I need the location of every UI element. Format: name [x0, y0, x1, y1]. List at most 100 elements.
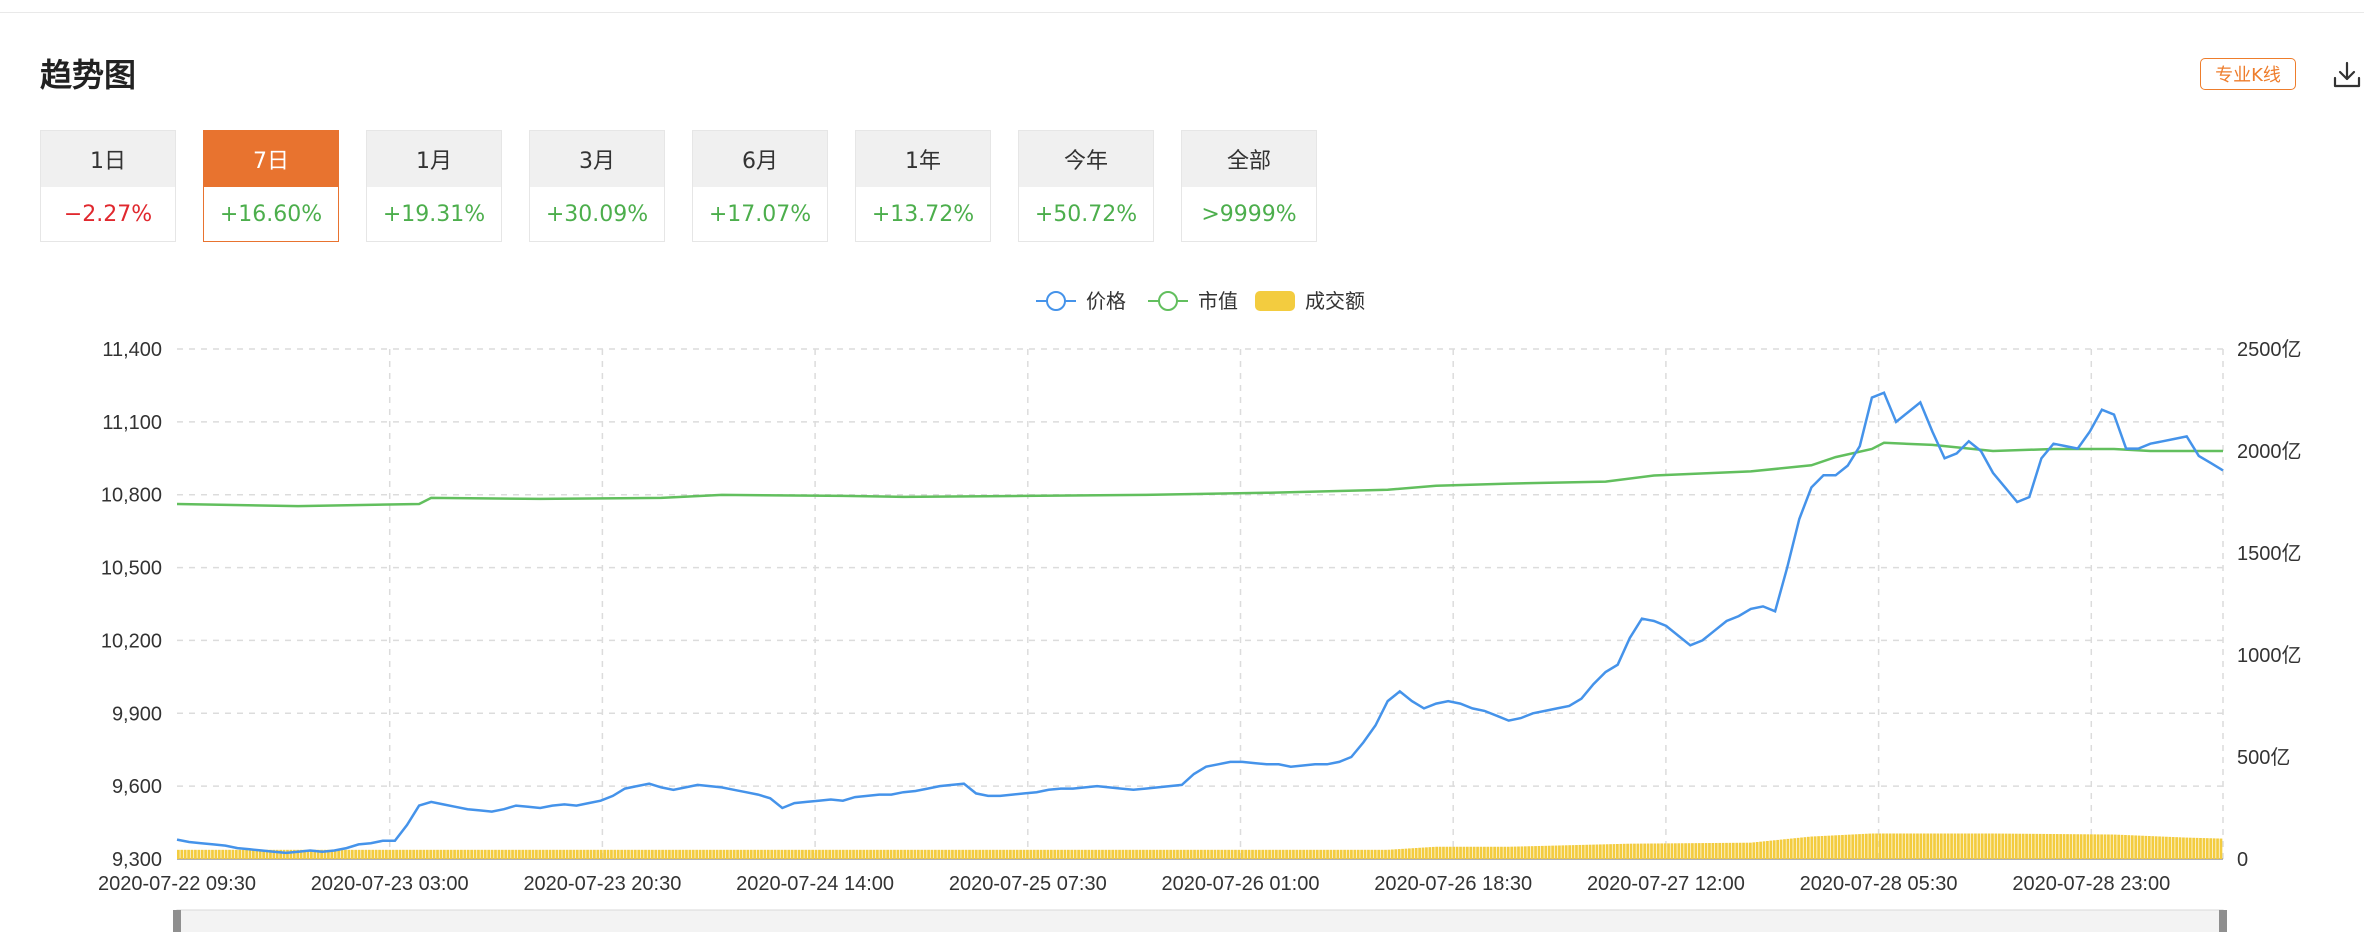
- tab-label: 1日: [41, 131, 175, 187]
- volume-bar: [1380, 849, 1384, 859]
- x-tick: 2020-07-26 01:00: [1162, 873, 1320, 895]
- volume-bar: [2147, 836, 2151, 859]
- volume-bar: [2045, 833, 2049, 859]
- volume-bar: [1138, 849, 1142, 859]
- volume-bar: [552, 849, 555, 859]
- volume-bar: [405, 849, 409, 859]
- volume-bar: [415, 849, 419, 859]
- volume-bar: [252, 849, 255, 859]
- volume-bar: [1067, 849, 1070, 859]
- volume-bar: [1626, 843, 1629, 859]
- volume-bar: [419, 849, 422, 859]
- volume-bar: [2032, 833, 2035, 859]
- volume-bar: [1312, 849, 1316, 859]
- volume-bar: [1711, 843, 1715, 859]
- tab-1y[interactable]: 1年 +13.72%: [855, 130, 991, 242]
- tab-6m[interactable]: 6月 +17.07%: [692, 130, 828, 242]
- volume-bars: [177, 833, 2223, 859]
- volume-bar: [1824, 835, 1827, 859]
- volume-bar: [2205, 838, 2209, 859]
- volume-bar: [1244, 849, 1248, 859]
- volume-bar: [647, 849, 651, 859]
- tab-change: +50.72%: [1034, 201, 1138, 227]
- legend-marker: [1158, 291, 1178, 311]
- volume-bar: [535, 849, 538, 859]
- volume-bar: [1534, 846, 1537, 859]
- volume-bar: [1595, 844, 1599, 859]
- volume-bar: [1097, 849, 1101, 859]
- volume-bar: [1496, 846, 1500, 859]
- chart-legend[interactable]: 价格 市值 成交额: [1036, 290, 1365, 313]
- volume-bar: [1633, 843, 1636, 859]
- volume-bar: [916, 849, 920, 859]
- volume-bar: [545, 849, 549, 859]
- volume-bar: [862, 849, 866, 859]
- volume-bar: [1875, 833, 1878, 859]
- volume-bar: [1411, 848, 1415, 859]
- volume-bar: [1755, 842, 1759, 859]
- volume-bar: [1878, 833, 1882, 859]
- legend-item[interactable]: 成交额: [1255, 290, 1365, 313]
- volume-bar: [787, 849, 791, 859]
- tab-label: 全部: [1182, 131, 1316, 187]
- volume-bar: [1124, 849, 1128, 859]
- volume-bar: [1691, 843, 1694, 859]
- volume-bar: [286, 849, 289, 859]
- legend-marker: [1046, 291, 1066, 311]
- volume-bar: [245, 849, 248, 859]
- volume-bar: [1779, 839, 1783, 859]
- volume-bar: [954, 849, 958, 859]
- tab-ytd[interactable]: 今年 +50.72%: [1018, 130, 1154, 242]
- volume-bar: [783, 849, 787, 859]
- volume-bar: [650, 849, 654, 859]
- tab-7d[interactable]: 7日 +16.60%: [203, 130, 339, 242]
- volume-bar: [1414, 847, 1418, 859]
- volume-bar: [702, 849, 705, 859]
- volume-bar: [886, 849, 890, 859]
- x-tick: 2020-07-22 09:30: [98, 873, 256, 895]
- download-icon[interactable]: [2332, 60, 2362, 90]
- volume-bar: [1605, 844, 1609, 859]
- pro-kline-button[interactable]: 专业K线: [2200, 58, 2296, 90]
- volume-bar: [429, 849, 433, 859]
- volume-bar: [289, 849, 293, 859]
- volume-bar: [893, 849, 896, 859]
- volume-bar: [575, 849, 579, 859]
- volume-bar: [2096, 834, 2100, 859]
- volume-bar: [2014, 833, 2018, 859]
- volume-bar: [1455, 846, 1459, 859]
- x-tick: 2020-07-28 05:30: [1800, 873, 1958, 895]
- volume-bar: [1329, 849, 1333, 859]
- volume-bar: [1476, 846, 1479, 859]
- volume-bar: [1967, 833, 1970, 859]
- volume-bar: [2151, 836, 2155, 859]
- volume-bar: [616, 849, 620, 859]
- volume-bar: [1612, 844, 1616, 859]
- volume-bar: [548, 849, 552, 859]
- volume-bar: [906, 849, 910, 859]
- volume-bar: [2072, 834, 2076, 859]
- volume-bar: [197, 849, 201, 859]
- volume-bar: [1520, 846, 1524, 859]
- volume-bar: [1523, 846, 1527, 859]
- volume-bar: [507, 849, 511, 859]
- tab-1m[interactable]: 1月 +19.31%: [366, 130, 502, 242]
- volume-bar: [2130, 835, 2134, 859]
- tab-1d[interactable]: 1日 −2.27%: [40, 130, 176, 242]
- zoom-slider[interactable]: [173, 909, 2227, 932]
- volume-bar: [309, 849, 313, 859]
- tab-3m[interactable]: 3月 +30.09%: [529, 130, 665, 242]
- volume-bar: [453, 849, 456, 859]
- slider-handle-left: [173, 910, 181, 932]
- volume-bar: [1762, 841, 1766, 859]
- volume-bar: [456, 849, 460, 859]
- volume-bar: [998, 849, 1002, 859]
- legend-item[interactable]: 市值: [1148, 290, 1238, 313]
- tab-label: 1年: [856, 131, 990, 187]
- legend-item[interactable]: 价格: [1036, 290, 1126, 313]
- volume-bar: [2185, 837, 2189, 859]
- volume-bar: [1861, 833, 1865, 859]
- volume-bar: [824, 849, 828, 859]
- volume-bar: [848, 849, 852, 859]
- tab-all[interactable]: 全部 >9999%: [1181, 130, 1317, 242]
